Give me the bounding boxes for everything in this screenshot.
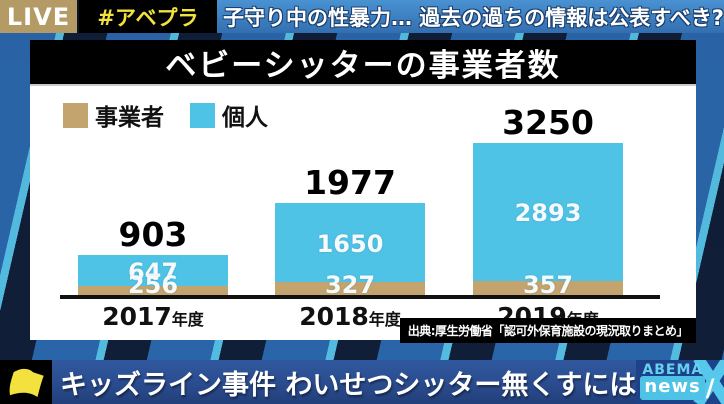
source-text: 出典:厚生労働省「認可外保育施設の現況取りまとめ」 [407,324,689,338]
flag-box [0,360,52,404]
headline-text: 子守り中の性暴力… 過去の過ちの情報は公表すべき? [222,5,724,30]
plot-area: 903 647 256 2017年度 1977 1650 327 2018年度 3250 2893… [30,40,696,331]
x-label-2017: 2017年度 [78,302,228,331]
bar-segment-business [275,282,425,298]
abema-news-row: news / [640,374,715,402]
legend-swatch-individual [190,102,215,128]
bar-group-2018: 1977 1650 327 [275,40,425,298]
abema-wordmark: ABEMA [642,362,704,378]
live-badge: LIVE [0,0,77,33]
bar-segment-individual [78,255,228,286]
hashtag-badge: #アベプラ [78,0,217,33]
abema-slash-icon: / [705,374,715,402]
bar-segment-individual [473,143,623,281]
chart-legend: 事業者 個人 [63,98,268,132]
x-label-suffix: 年度 [171,310,204,329]
legend-label-business: 事業者 [95,105,164,131]
bar-individual-label: 2893 [514,199,582,227]
bottom-headline: キッズライン事件 わいせつシッター無くすには [60,369,637,401]
legend-swatch-business [63,102,88,128]
bar-group-2019: 3250 2893 357 [473,40,623,298]
chart-title-band: ベビーシッターの事業者数 [30,40,696,86]
bar-total-label: 3250 [502,103,594,142]
legend-item-business: 事業者 [63,98,164,132]
abema-news-logo: ABEMA news / [636,360,724,404]
bar-segment-business [473,281,623,298]
bar-business-label: 357 [522,271,574,299]
x-label-2018: 2018年度 [275,302,425,331]
bar-segment-individual [275,203,425,282]
flag-icon [9,368,44,398]
chart-panel: 903 647 256 2017年度 1977 1650 327 2018年度 3250 2893… [30,40,696,343]
hashtag-label: #アベプラ [97,5,199,30]
legend-label-individual: 個人 [222,105,268,131]
bottom-bar: キッズライン事件 わいせつシッター無くすには ABEMA news / [0,360,724,404]
bar-total-label: 1977 [304,163,396,202]
bar-business-label: 256 [127,271,179,299]
bar-group-2017: 903 647 256 [78,40,228,298]
bar-business-label: 327 [324,271,376,299]
x-label-year: 2017 [102,302,172,331]
headline-bar: 子守り中の性暴力… 過去の過ちの情報は公表すべき? [216,0,724,33]
legend-item-individual: 個人 [190,98,268,132]
x-label-year: 2018 [299,302,369,331]
source-box: 出典:厚生労働省「認可外保育施設の現況取りまとめ」 [399,318,696,343]
chart-title: ベビーシッターの事業者数 [165,47,561,84]
bar-individual-label: 647 [127,257,179,286]
abema-news-badge: news [640,376,705,400]
x-axis-line [60,295,660,299]
live-label: LIVE [6,2,71,31]
x-label-suffix: 年度 [368,310,401,329]
top-bar: LIVE #アベプラ 子守り中の性暴力… 過去の過ちの情報は公表すべき? [0,0,724,33]
bar-individual-label: 1650 [316,229,384,258]
badge-divider [76,0,79,33]
bar-total-label: 903 [118,215,188,254]
